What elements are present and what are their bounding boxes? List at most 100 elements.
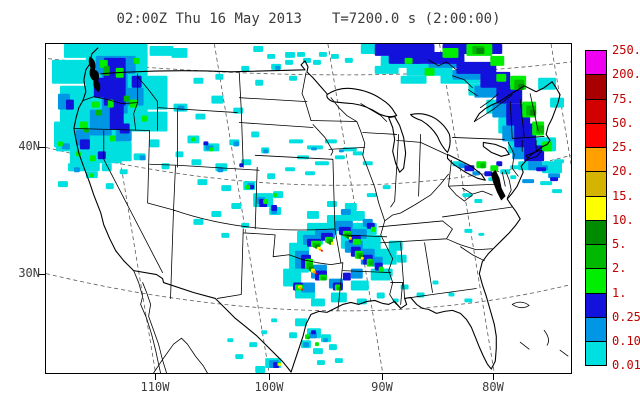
precip-cell [73,167,80,173]
precip-cell [231,203,242,209]
precip-cell [105,183,114,190]
precip-cell [129,99,138,108]
precip-cell [175,151,184,158]
precip-cell [530,109,537,116]
legend-color-box [585,268,607,294]
precip-cell [161,163,170,170]
precip-cell [209,147,214,152]
lon-tick-label: 110W [140,380,170,394]
precip-cell [235,354,244,360]
precip-cell [137,75,168,110]
precip-cell [299,286,303,290]
precip-cell [79,139,90,150]
precip-cell [233,141,240,147]
precip-cell [107,99,114,108]
precip-cell [360,256,364,260]
mexico-border-rio-grande [133,270,292,373]
precip-cell [542,141,553,152]
legend-value-label: 2. [612,261,627,276]
precip-cell [285,167,296,172]
gridline-70w [550,44,571,167]
legend-color-box [585,195,607,221]
precip-cell [464,228,473,233]
precip-cell [538,77,557,90]
legend-color-box [585,74,607,100]
precip-cell [289,139,304,144]
precip-cell [261,330,268,335]
state-boundaries [73,72,545,311]
islands-bahamas [511,301,569,357]
precip-cell [496,161,503,167]
precip-cell [303,342,309,348]
precip-cell [251,131,260,138]
legend-color-box [585,316,607,342]
precip-cell [301,288,304,291]
precip-cell [350,280,369,291]
legend-value-label: 0.10 [612,334,640,348]
canada-rivers [428,59,513,122]
precip-cell [245,185,251,190]
precip-cell [536,167,547,172]
lat-tick-label: 40N [18,139,40,153]
precip-cell [368,260,373,266]
precip-cell [215,73,224,80]
precip-cell [542,161,563,174]
precip-cell [119,123,130,134]
precip-cell [320,276,326,281]
precip-cell [297,51,306,57]
precip-cell [320,249,323,252]
precip-cell [283,268,302,287]
precip-cell [217,167,224,173]
legend-color-box [585,50,607,76]
precip-cell [95,109,102,116]
precip-cell [310,330,316,335]
precip-cell [255,366,266,373]
precip-cell [193,77,204,84]
us-canada-border [100,60,328,95]
precip-cell [275,65,281,70]
precip-cell [464,165,475,172]
lat-tick-label: 30N [18,266,40,280]
puget-sound [88,56,101,93]
precip-cell [91,101,100,108]
legend-color-box [585,244,607,270]
legend-value-label: 0.01 [612,358,640,373]
precip-cell [103,65,110,76]
precip-cell [510,175,517,180]
precipitation-layer [51,44,565,373]
lon-tick-mark [269,374,270,380]
precip-cell [197,179,208,186]
precip-cell [211,210,222,217]
precip-cell [349,237,352,240]
precip-cell [352,238,361,245]
legend-value-label: 50. [612,115,634,130]
precip-cell [480,163,486,169]
precip-cell [548,173,561,179]
precip-cell [514,123,537,148]
precip-cell [318,51,327,57]
legend-value-label: 5. [612,237,627,251]
precip-cell [484,171,493,177]
precip-cell [57,181,68,188]
precip-cell [267,173,276,180]
precip-cell [89,173,94,178]
precip-cell [289,75,298,81]
precip-cell [83,127,89,133]
lon-tick-label: 80W [482,380,504,394]
legend-color-box [585,219,607,245]
precip-cell [376,292,385,299]
precip-cell [352,151,363,156]
color-scale-legend: 250. 200. 75. 50. 25. 20. 15. 10. 5. 2. 1. 0.25 0.10… [585,43,640,373]
precip-cell [285,51,296,58]
precip-cell [350,268,363,279]
legend-value-label: 25. [612,140,634,154]
baja-mexico-coast [133,270,208,373]
precip-cell [239,163,244,168]
lake-ontario [482,141,510,157]
precip-cell [241,159,252,166]
precip-cell [328,344,337,351]
legend-color-box [585,292,607,318]
precip-cell [253,45,264,52]
precip-cell [312,59,321,65]
precip-cell [278,363,282,367]
